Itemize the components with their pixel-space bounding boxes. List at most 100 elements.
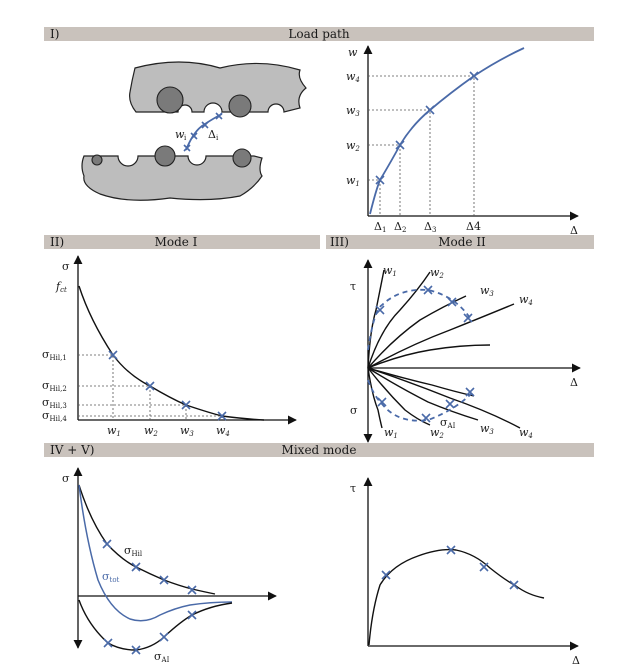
header-bar-mode-2 xyxy=(326,235,594,249)
mode2-bottom-w2: w2 xyxy=(430,426,444,440)
mixed-tot-label: σtot xyxy=(102,570,120,584)
load-path-x-ticks: Δ1 Δ2 Δ3 Δ4 xyxy=(374,220,481,234)
data-marker xyxy=(187,610,197,620)
mode2-sigma-label: σ xyxy=(350,404,358,417)
x-tick-w3: w3 xyxy=(180,424,194,438)
upper-aggregate-1 xyxy=(156,86,184,114)
y-tick-w4: w4 xyxy=(346,70,360,84)
mixed-right-x-label: Δ xyxy=(572,654,580,667)
mixed-tau-curve xyxy=(368,548,545,646)
mode2-curve-w4 xyxy=(367,303,515,369)
header-title-mixed: Mixed mode xyxy=(282,443,357,457)
mode2-lower-extra xyxy=(367,367,475,397)
data-marker xyxy=(375,305,385,315)
mode2-bottom-w4: w4 xyxy=(519,426,533,440)
data-marker xyxy=(479,562,489,572)
crack-marker xyxy=(215,112,223,120)
data-marker xyxy=(103,638,113,648)
panel-load-path: I) Load path w i Δ i xyxy=(44,27,594,237)
mode2-x-label: Δ xyxy=(570,376,578,389)
data-marker xyxy=(131,562,141,572)
data-marker xyxy=(375,175,385,185)
upper-aggregate-2 xyxy=(228,94,252,118)
mode2-top-w2: w2 xyxy=(430,266,444,280)
upper-concrete-block xyxy=(129,61,307,113)
mode2-lower-w4 xyxy=(367,367,521,429)
data-marker xyxy=(463,313,473,323)
header-num-mode-2: III) xyxy=(330,235,349,249)
mixed-tot-curve xyxy=(78,484,233,622)
mode2-markers xyxy=(375,285,475,423)
mixed-left-y-label: σ xyxy=(62,472,70,485)
data-marker xyxy=(465,387,475,397)
mode2-top-labels: w1 w2 w3 w4 xyxy=(383,264,533,307)
crack-label-delta: Δ xyxy=(208,128,216,141)
x-tick-d2: Δ2 xyxy=(394,220,406,234)
data-marker xyxy=(187,585,197,595)
load-path-y-label: w xyxy=(348,46,358,59)
mode2-lower-w3 xyxy=(367,367,479,421)
mixed-right-markers xyxy=(381,545,519,590)
data-marker xyxy=(377,397,387,407)
x-tick-w4: w4 xyxy=(216,424,230,438)
lower-aggregate-3 xyxy=(232,148,252,168)
data-marker xyxy=(423,285,433,295)
header-bar-load-path xyxy=(44,27,594,41)
mixed-ai-label: σAI xyxy=(154,650,170,664)
y-tick-w3: w3 xyxy=(346,104,360,118)
y-tick-w2: w2 xyxy=(346,139,360,153)
crack-label-delta-sub: i xyxy=(216,134,219,142)
data-marker xyxy=(446,545,456,555)
load-path-x-label: Δ xyxy=(570,224,578,237)
crack-markers xyxy=(183,112,223,152)
mixed-hil-curve xyxy=(78,484,216,595)
mode1-y-ticks: σHil,1 σHil,2 σHil,3 σHil,4 xyxy=(42,348,67,423)
mixed-right-chart: τ Δ xyxy=(350,477,580,667)
data-marker xyxy=(108,350,118,360)
header-bar-mixed xyxy=(44,443,594,457)
data-marker xyxy=(381,570,391,580)
crack-marker xyxy=(190,132,198,140)
lower-concrete-block xyxy=(81,155,263,201)
crack-marker xyxy=(201,121,209,129)
x-tick-w2: w2 xyxy=(144,424,158,438)
mode1-x-ticks: w1 w2 w3 w4 xyxy=(107,424,230,438)
mode2-bottom-w1: w1 xyxy=(384,426,398,440)
header-num-mode-1: II) xyxy=(50,235,64,249)
header-bar-mode-1 xyxy=(44,235,320,249)
data-marker xyxy=(447,297,457,307)
lower-aggregate-1 xyxy=(91,154,103,166)
crack-marker xyxy=(183,144,191,152)
x-tick-d4: Δ4 xyxy=(466,220,481,233)
mixed-ai-curve xyxy=(78,599,233,651)
header-num-mixed: IV + V) xyxy=(50,443,94,457)
mode2-curve-extra xyxy=(367,344,491,369)
mixed-left-markers xyxy=(102,539,197,655)
load-path-y-ticks: w4 w3 w2 w1 xyxy=(346,70,360,188)
y-tick-sigma-hil-2: σHil,2 xyxy=(42,379,67,393)
header-num-load-path: I) xyxy=(50,27,59,41)
crack-illustration: w i Δ i xyxy=(81,61,307,201)
mode2-upper-envelope xyxy=(367,288,471,351)
header-title-mode-1: Mode I xyxy=(155,235,198,249)
data-marker xyxy=(102,539,112,549)
mode2-curve-w1 xyxy=(367,269,385,369)
mixed-right-y-label: τ xyxy=(350,482,356,495)
mode1-fct-label: fct xyxy=(55,280,67,294)
mode1-softening-curve xyxy=(78,285,265,421)
data-marker xyxy=(217,411,227,421)
x-tick-d3: Δ3 xyxy=(424,220,436,234)
mode2-upper-curves xyxy=(367,269,515,369)
data-marker xyxy=(159,575,169,585)
data-marker xyxy=(131,645,141,655)
mode2-tau-label: τ xyxy=(350,280,356,293)
load-path-chart: w Δ w4 w3 w2 w1 Δ1 Δ2 Δ3 Δ4 xyxy=(346,45,579,237)
mode2-top-w1: w1 xyxy=(383,264,397,278)
x-tick-w1: w1 xyxy=(107,424,121,438)
data-marker xyxy=(181,400,191,410)
x-tick-d1: Δ1 xyxy=(374,220,386,234)
mode1-y-label: σ xyxy=(62,260,70,273)
mode2-top-w4: w4 xyxy=(519,293,533,307)
y-tick-w1: w1 xyxy=(346,174,360,188)
mode2-bottom-w3: w3 xyxy=(480,422,494,436)
